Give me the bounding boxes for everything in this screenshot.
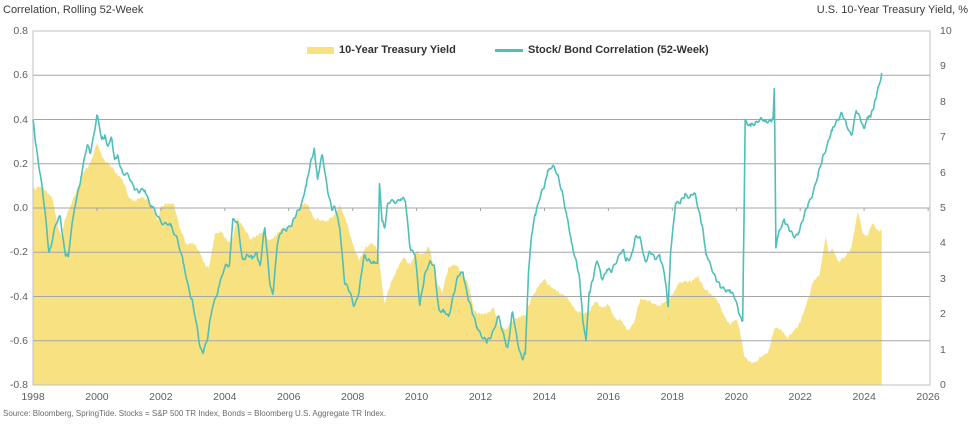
x-tick-label: 2014 [532,391,557,403]
x-tick-label: 2010 [404,391,429,403]
y-right-tick-label: 3 [940,272,946,285]
x-tick-label: 2020 [724,391,748,403]
x-tick-label: 2026 [916,391,940,403]
y-left-tick-label: -0.2 [9,246,28,259]
y-left-tick-label: -0.8 [9,379,28,391]
x-tick-label: 2012 [468,391,493,403]
y-right-tick-label: 7 [940,131,946,144]
x-tick-label: 1998 [21,391,45,403]
y-left-tick-label: 0.2 [13,157,28,170]
x-tick-label: 2024 [852,391,876,403]
legend-label: 10-Year Treasury Yield [339,44,456,56]
source-note: Source: Bloomberg, SpringTide. Stocks = … [3,409,387,418]
y-left-tick-label: 0.0 [13,202,28,214]
legend-item-treasury-yield: 10-Year Treasury Yield [307,44,456,56]
y-left-tick-label: 0.4 [13,113,28,126]
y-right-tick-label: 0 [940,379,946,391]
correlation-line-swatch [495,48,523,52]
y-left-tick-label: -0.6 [9,334,28,347]
correlation-line [32,72,883,361]
legend-label: Stock/ Bond Correlation (52-Week) [528,44,709,56]
x-tick-label: 2000 [85,391,109,403]
x-tick-label: 2016 [596,391,621,403]
y-left-tick-label: 0.6 [13,69,28,82]
treasury-yield-swatch [307,46,334,54]
x-tick-label: 2006 [277,391,301,403]
y-right-tick-label: 4 [940,237,946,250]
x-tick-label: 2022 [788,391,812,403]
y-left-tick-label: 0.8 [13,25,28,37]
x-tick-label: 2004 [213,391,237,403]
x-tick-label: 2002 [149,391,173,403]
y-right-tick-label: 2 [940,308,946,321]
y-left-tick-label: -0.4 [9,290,28,303]
plot-border [32,30,931,386]
left-axis-title: Correlation, Rolling 52-Week [3,4,144,16]
y-right-tick-label: 10 [940,25,952,37]
x-tick-label: 2018 [660,391,685,403]
x-tick-label: 2008 [340,391,365,403]
y-right-tick-label: 8 [940,95,946,108]
right-axis-title: U.S. 10-Year Treasury Yield, % [816,4,968,16]
treasury-yield-area [33,144,882,385]
y-right-tick-label: 1 [940,343,946,356]
y-right-tick-label: 9 [940,60,946,73]
y-right-tick-label: 5 [940,202,946,214]
legend-item-correlation: Stock/ Bond Correlation (52-Week) [495,44,709,56]
y-right-tick-label: 6 [940,166,946,179]
